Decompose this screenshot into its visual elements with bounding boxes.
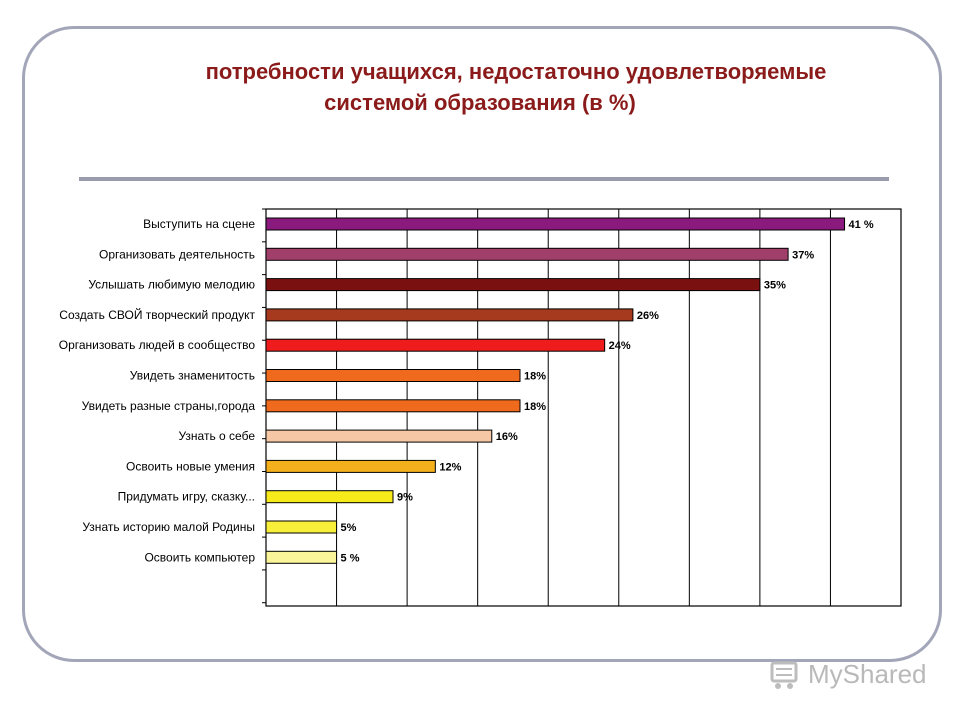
category-label: Организовать людей в сообщество [59,338,256,352]
data-label: 24% [609,340,631,352]
watermark-text: MyShared [808,658,927,689]
category-label: Узнать о себе [178,429,255,443]
data-label: 18% [524,371,546,383]
bar [265,520,338,534]
category-label: Выступить на сцене [143,217,255,231]
category-label: Услышать любимую мелодию [88,278,255,292]
slide-title: потребности учащихся, недостаточно удовл… [40,56,920,118]
bar [265,308,634,322]
category-label: Освоить компьютер [144,550,255,564]
bar [265,399,521,413]
category-label: Придумать игру, сказку... [118,490,255,504]
bar [265,490,394,504]
data-label: 41 % [849,219,874,231]
data-label: 12% [439,461,461,473]
data-label: 9% [397,492,413,504]
data-label: 5% [341,522,357,534]
title-divider [79,177,889,181]
bar [265,459,436,473]
cart-logo-icon [770,661,798,689]
category-label: Создать СВОЙ творческий продукт [59,307,255,322]
bar [265,217,846,231]
category-label: Увидеть знаменитость [130,369,255,383]
data-label: 18% [524,401,546,413]
bar [265,369,521,382]
category-label: Организовать деятельность [99,247,255,261]
bar [265,429,493,443]
category-label: Увидеть разные страны,города [82,399,256,413]
bar [265,550,338,564]
data-label: 35% [764,280,786,292]
category-label: Узнать историю малой Родины [82,520,255,534]
title-line-2: системой образования (в %) [324,90,636,115]
bar [265,278,761,292]
data-label: 37% [792,249,814,261]
category-label: Освоить новые умения [126,459,255,473]
data-label: 16% [496,431,518,443]
title-line-1: потребности учащихся, недостаточно удовл… [205,59,827,84]
data-label: 26% [637,310,659,322]
bar [265,338,606,352]
data-label: 5 % [341,552,360,564]
watermark: MyShared [768,654,927,694]
bar [265,247,789,261]
